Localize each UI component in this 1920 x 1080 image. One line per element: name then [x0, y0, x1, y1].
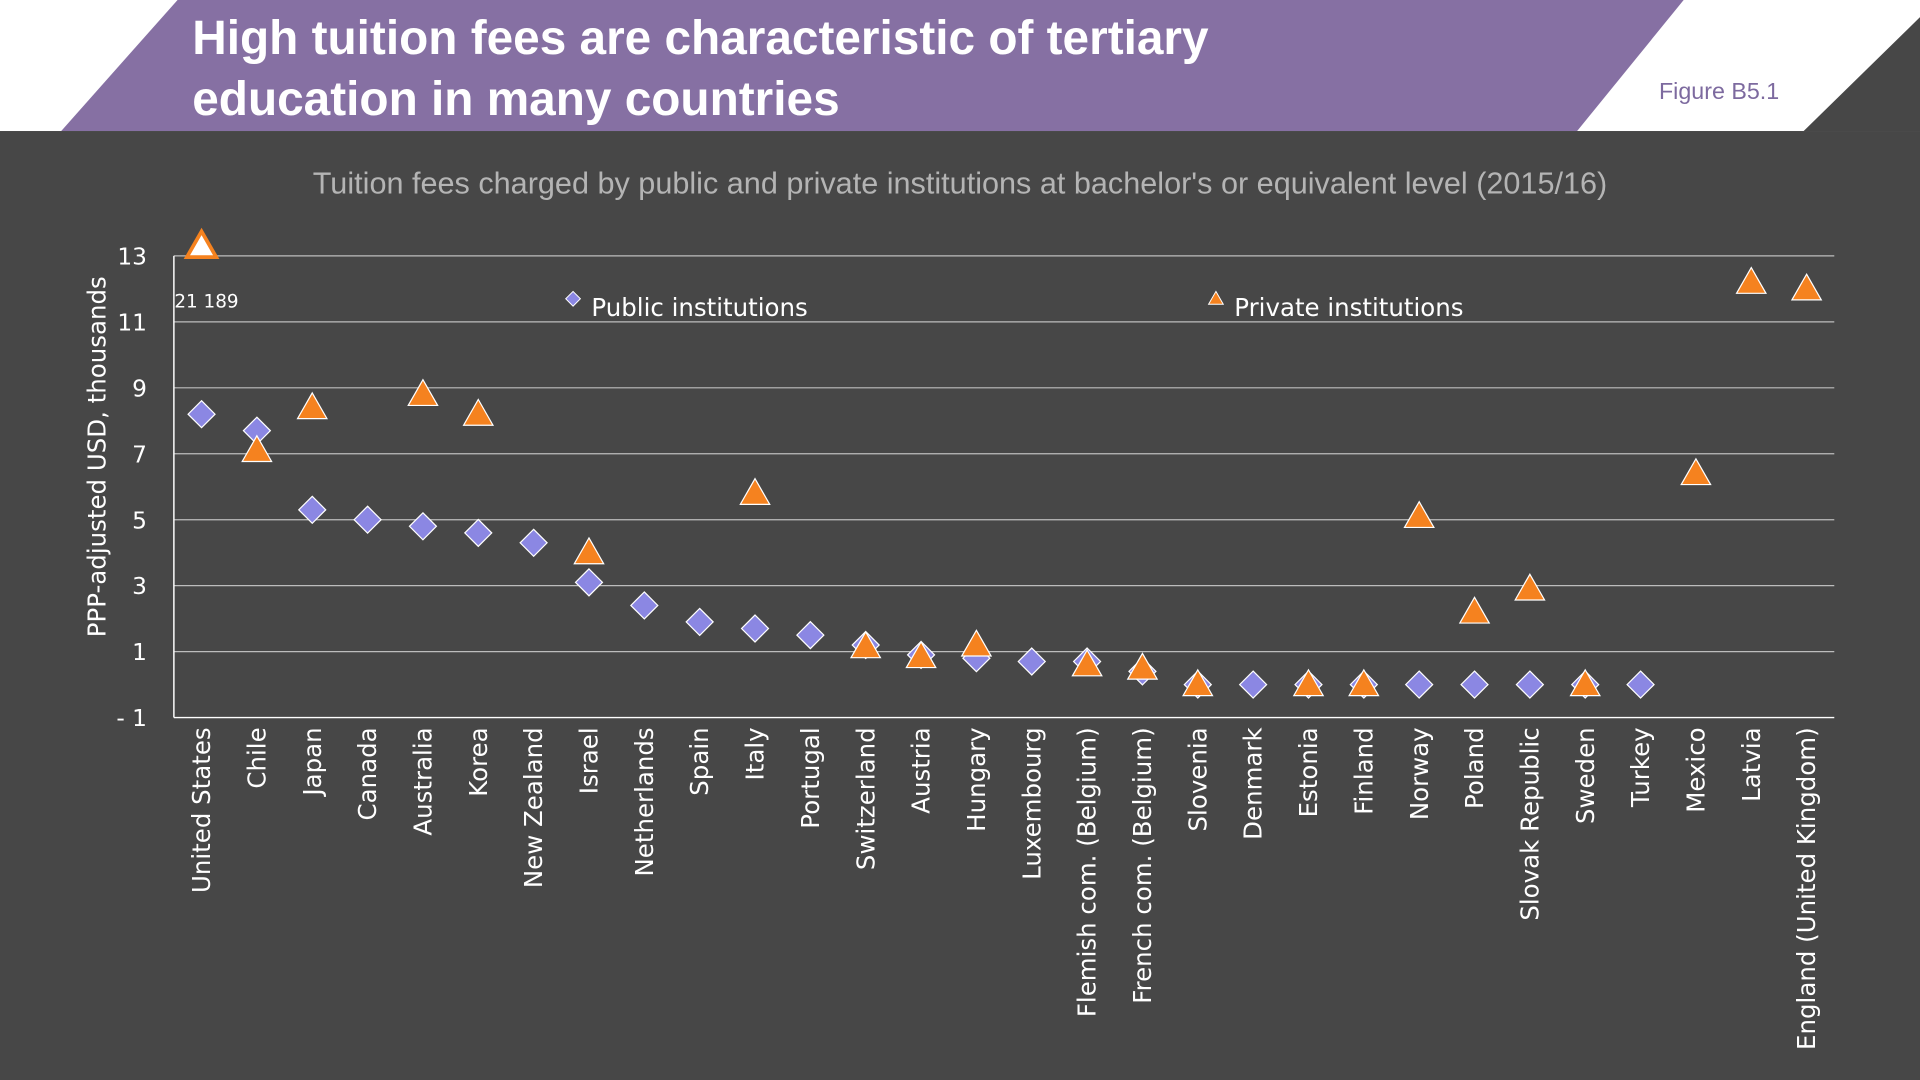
data-point [1403, 500, 1435, 529]
data-point [1182, 668, 1214, 697]
x-tick-label: Estonia [1294, 727, 1323, 817]
y-tick-label: 3 [132, 573, 147, 600]
data-point [960, 629, 993, 657]
overflow-marker [183, 227, 220, 259]
y-tick-label: 5 [132, 507, 147, 534]
data-point [1515, 670, 1545, 699]
x-tick-label: Australia [409, 727, 438, 835]
data-point [296, 391, 328, 420]
data-point [740, 614, 770, 643]
data-point [519, 528, 548, 558]
data-point [796, 620, 825, 650]
data-point [1569, 668, 1601, 697]
x-tick-label: Korea [464, 727, 493, 796]
data-point [1735, 266, 1768, 294]
data-point [353, 505, 382, 535]
x-tick-label: Sweden [1571, 727, 1600, 824]
x-tick-label: Denmark [1239, 727, 1268, 840]
x-tick-label: Portugal [796, 727, 825, 828]
title-banner [61, 0, 1684, 132]
y-tick-label: 9 [132, 375, 147, 402]
data-label: 21 189 [174, 291, 238, 312]
x-tick-label: Norway [1405, 727, 1434, 820]
y-tick-label: 1 [132, 639, 147, 666]
y-axis-label: PPP-adjusted USD, thousands [82, 276, 111, 637]
data-point [1790, 272, 1823, 301]
x-tick-label: Spain [685, 727, 714, 795]
x-tick-label: Finland [1349, 727, 1378, 814]
data-point [297, 495, 327, 525]
data-point [905, 640, 937, 669]
x-tick-label: Slovenia [1183, 727, 1212, 831]
header-corner [1803, 17, 1920, 132]
data-point [1626, 670, 1655, 699]
legend-label: Private institutions [1234, 293, 1463, 322]
legend-marker [1207, 290, 1225, 305]
y-tick-label: 13 [117, 243, 147, 270]
x-tick-label: Latvia [1737, 727, 1766, 802]
x-tick-label: New Zealand [519, 727, 548, 888]
x-tick-label: Mexico [1681, 727, 1710, 812]
x-tick-label: French com. (Belgium) [1128, 727, 1157, 1003]
data-point [1458, 596, 1491, 624]
data-point [849, 630, 882, 659]
x-tick-label: Chile [242, 727, 271, 788]
x-tick-label: Slovak Republic [1515, 727, 1544, 920]
data-point [739, 477, 771, 505]
data-point [1071, 648, 1103, 677]
x-tick-label: Austria [907, 727, 936, 813]
x-tick-label: Israel [575, 727, 604, 794]
data-point [241, 434, 273, 463]
x-tick-label: Netherlands [630, 727, 659, 876]
y-tick-label: 7 [132, 441, 147, 468]
x-tick-label: Italy [741, 727, 770, 780]
data-point [1680, 457, 1712, 486]
x-tick-label: United States [187, 727, 216, 893]
data-point [1238, 670, 1268, 699]
legend-label: Public institutions [591, 293, 807, 322]
data-point [463, 518, 493, 548]
x-tick-label: Switzerland [851, 727, 880, 870]
x-tick-label: England (United Kingdom) [1792, 727, 1821, 1050]
figure-label: Figure B5.1 [1659, 78, 1779, 104]
x-tick-label: Poland [1460, 727, 1489, 809]
chart-title: High tuition fees are characteristic of … [192, 12, 1209, 126]
x-tick-label: Canada [353, 727, 382, 820]
x-tick-label: Japan [298, 727, 327, 797]
data-point [629, 591, 659, 620]
x-tick-label: Luxembourg [1017, 727, 1046, 880]
data-point [1126, 652, 1159, 680]
data-point [1348, 668, 1380, 697]
data-point [408, 511, 438, 541]
x-tick-label: Hungary [962, 727, 991, 831]
data-point [573, 536, 605, 565]
chart-subtitle: Tuition fees charged by public and priva… [313, 166, 1607, 200]
data-point [1292, 668, 1325, 697]
data-point [407, 378, 439, 407]
x-tick-label: Turkey [1626, 727, 1655, 808]
data-point [1514, 573, 1546, 601]
y-tick-label: - 1 [116, 705, 147, 732]
legend-marker [565, 290, 582, 307]
data-point [1017, 647, 1047, 676]
data-point [1460, 670, 1489, 699]
data-point [1404, 670, 1434, 699]
y-tick-label: 11 [117, 309, 147, 336]
data-point [462, 398, 495, 426]
data-point [574, 568, 604, 597]
data-point [685, 607, 715, 637]
x-tick-label: Flemish com. (Belgium) [1073, 727, 1102, 1017]
data-point [187, 399, 216, 429]
